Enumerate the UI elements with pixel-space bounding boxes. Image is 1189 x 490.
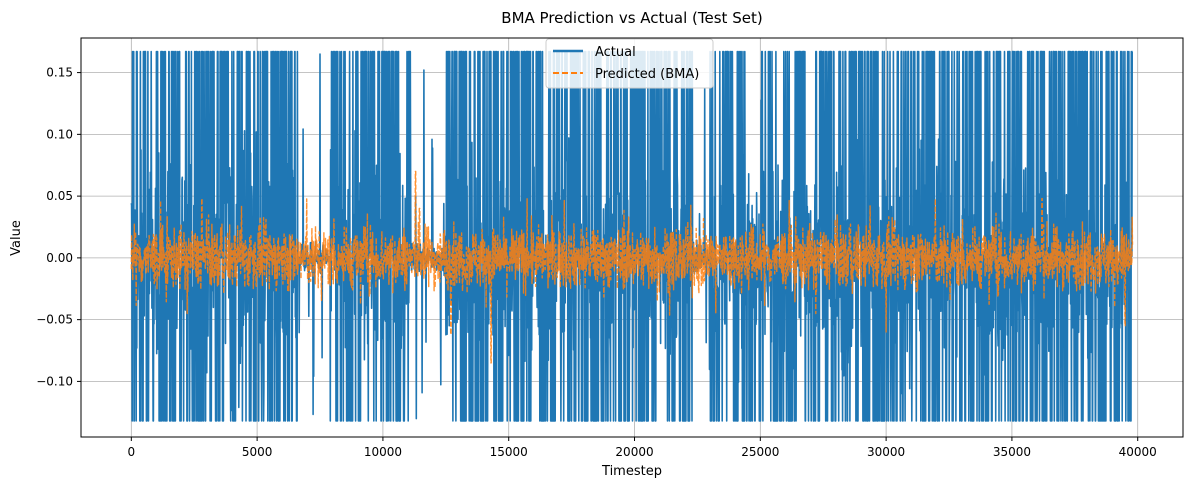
y-tick-label: −0.05 <box>36 313 73 327</box>
x-axis-label: Timestep <box>601 464 662 479</box>
legend: Actual Predicted (BMA) <box>545 38 714 89</box>
x-tick-label: 40000 <box>1119 445 1157 459</box>
x-tick-label: 10000 <box>364 445 402 459</box>
y-tick-label: 0.00 <box>46 251 73 265</box>
y-tick-label: 0.10 <box>46 127 73 141</box>
legend-box <box>545 38 714 89</box>
y-axis-ticks: −0.10 −0.05 0.00 0.05 0.10 0.15 <box>36 66 81 388</box>
legend-predicted-label: Predicted (BMA) <box>595 67 699 82</box>
x-tick-label: 5000 <box>242 445 273 459</box>
x-tick-label: 30000 <box>867 445 905 459</box>
chart-title: BMA Prediction vs Actual (Test Set) <box>501 9 762 27</box>
plot-frame <box>80 37 1184 438</box>
predicted-series <box>130 170 1134 364</box>
x-tick-label: 0 <box>127 445 135 459</box>
x-tick-label: 35000 <box>993 445 1031 459</box>
legend-actual-label: Actual <box>595 45 636 60</box>
x-axis-ticks: 0 5000 10000 15000 20000 25000 30000 35000 40000 <box>127 437 1157 459</box>
y-tick-label: 0.05 <box>46 189 73 203</box>
y-tick-label: 0.15 <box>46 66 73 80</box>
y-tick-label: −0.10 <box>36 374 73 388</box>
x-tick-label: 15000 <box>490 445 528 459</box>
x-tick-label: 20000 <box>615 445 653 459</box>
y-axis-label: Value <box>9 220 24 256</box>
predicted-line <box>130 170 1134 364</box>
x-tick-label: 25000 <box>741 445 779 459</box>
